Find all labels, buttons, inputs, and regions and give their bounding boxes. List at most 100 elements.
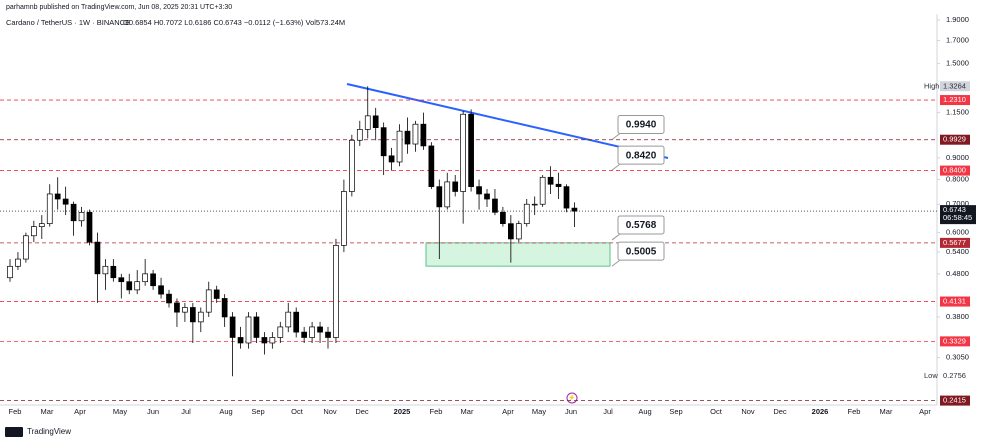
y-tick-label: 0.8000 (946, 175, 969, 184)
candle-body (404, 130, 411, 145)
candle-body (213, 289, 220, 299)
level-label-bg (940, 395, 970, 406)
x-tick-label: Mar (880, 407, 893, 416)
event-icon[interactable] (566, 392, 578, 404)
x-tick-label: Dec (355, 407, 369, 416)
candle-body (563, 186, 570, 209)
candle-body (500, 211, 506, 225)
x-tick-label: Aug (638, 407, 651, 416)
candle-body (571, 207, 578, 212)
callout-pointer (611, 259, 621, 267)
candle-body (420, 123, 427, 147)
candle-body (62, 198, 69, 205)
x-tick-label: Sep (251, 407, 264, 416)
callout-box (617, 215, 665, 235)
candle-body (197, 311, 204, 323)
level-label-bg (940, 95, 970, 106)
candle-body (349, 139, 355, 192)
footer: TradingView (27, 427, 71, 436)
callout-box (617, 145, 665, 165)
logo (5, 427, 23, 437)
x-tick-label: Mar (41, 407, 54, 416)
x-tick-label: May (532, 407, 546, 416)
zone (425, 242, 611, 267)
candle-body (317, 326, 323, 333)
callout-box (617, 241, 665, 261)
candle-body (460, 113, 466, 192)
callout-pointer (611, 233, 621, 241)
y-tick-label: 0.7000 (946, 199, 969, 208)
level-label: 0.2415 (943, 396, 966, 405)
x-tick-label: Nov (741, 407, 755, 416)
candle-body (412, 123, 419, 145)
candle-body (341, 191, 347, 246)
y-tick-label: 0.3050 (946, 353, 969, 362)
candle-body (325, 331, 331, 338)
min_marker-bg (940, 371, 970, 382)
candle-body (86, 211, 93, 243)
candle-body (134, 281, 141, 291)
candle-body (523, 203, 530, 225)
candle-body (309, 326, 315, 338)
chart-title: Cardano / TetherUS · 1W · BINANCE (6, 18, 130, 27)
candle-body (293, 311, 300, 333)
candle-body (70, 203, 77, 222)
candle-body (174, 302, 180, 313)
x-tick-label: Apr (74, 407, 86, 416)
candle-body (380, 127, 387, 157)
y-tick-label: 0.9000 (946, 153, 969, 162)
x-tick-label: 2025 (394, 407, 411, 416)
candle-body (515, 223, 522, 240)
candle-body (277, 326, 284, 338)
candle-body (508, 223, 514, 240)
candle-body (285, 311, 292, 328)
x-tick-label: Apr (502, 407, 514, 416)
candle-body (38, 223, 45, 227)
countdown: 06:58:45 (943, 213, 972, 222)
callout-label: 0.5768 (626, 220, 657, 231)
ohlc-text: O0.6854 H0.7072 L0.6186 C0.6743 −0.0112 … (123, 18, 345, 27)
candle-body (269, 337, 276, 344)
candle-body (539, 176, 546, 205)
candle-body (428, 145, 435, 187)
candle-body (142, 273, 148, 283)
candle-body (166, 293, 172, 304)
trendline (346, 83, 669, 159)
max_marker-bg (940, 81, 970, 92)
level-label: 0.8400 (943, 166, 966, 175)
candle-body (452, 181, 459, 192)
candle-body (182, 307, 188, 313)
candle-body (364, 115, 371, 130)
callout-label: 0.8420 (626, 150, 657, 161)
y-tick-label: 0.6000 (946, 228, 969, 237)
candle-body (15, 258, 21, 267)
event-icon-glyph: ⚡ (568, 394, 575, 402)
max_marker-label: 1.3264 (943, 81, 966, 90)
candle-body (190, 307, 196, 323)
last-price-label: 0.6743 (943, 205, 966, 214)
x-tick-label: Feb (9, 407, 22, 416)
x-tick-label: Oct (710, 407, 723, 416)
x-tick-label: Mar (461, 407, 474, 416)
candle-body (158, 285, 164, 295)
candle-body (484, 193, 490, 200)
candle-body (54, 193, 61, 200)
x-tick-label: Aug (219, 407, 232, 416)
x-tick-label: Nov (323, 407, 337, 416)
x-tick-label: Feb (430, 407, 443, 416)
level-label-bg (940, 134, 970, 145)
candle-body (237, 337, 244, 344)
candle-body (245, 316, 252, 344)
candle-body (492, 198, 498, 213)
max_marker-name: High (924, 81, 939, 90)
candle-body (205, 289, 212, 313)
x-tick-label: Jul (603, 407, 613, 416)
candle-body (253, 316, 260, 338)
x-tick-label: Jun (147, 407, 159, 416)
level-label-bg (940, 165, 970, 176)
level-label: 1.2310 (943, 95, 966, 104)
level-label-bg (940, 336, 970, 347)
min_marker-name: Low (924, 371, 938, 380)
